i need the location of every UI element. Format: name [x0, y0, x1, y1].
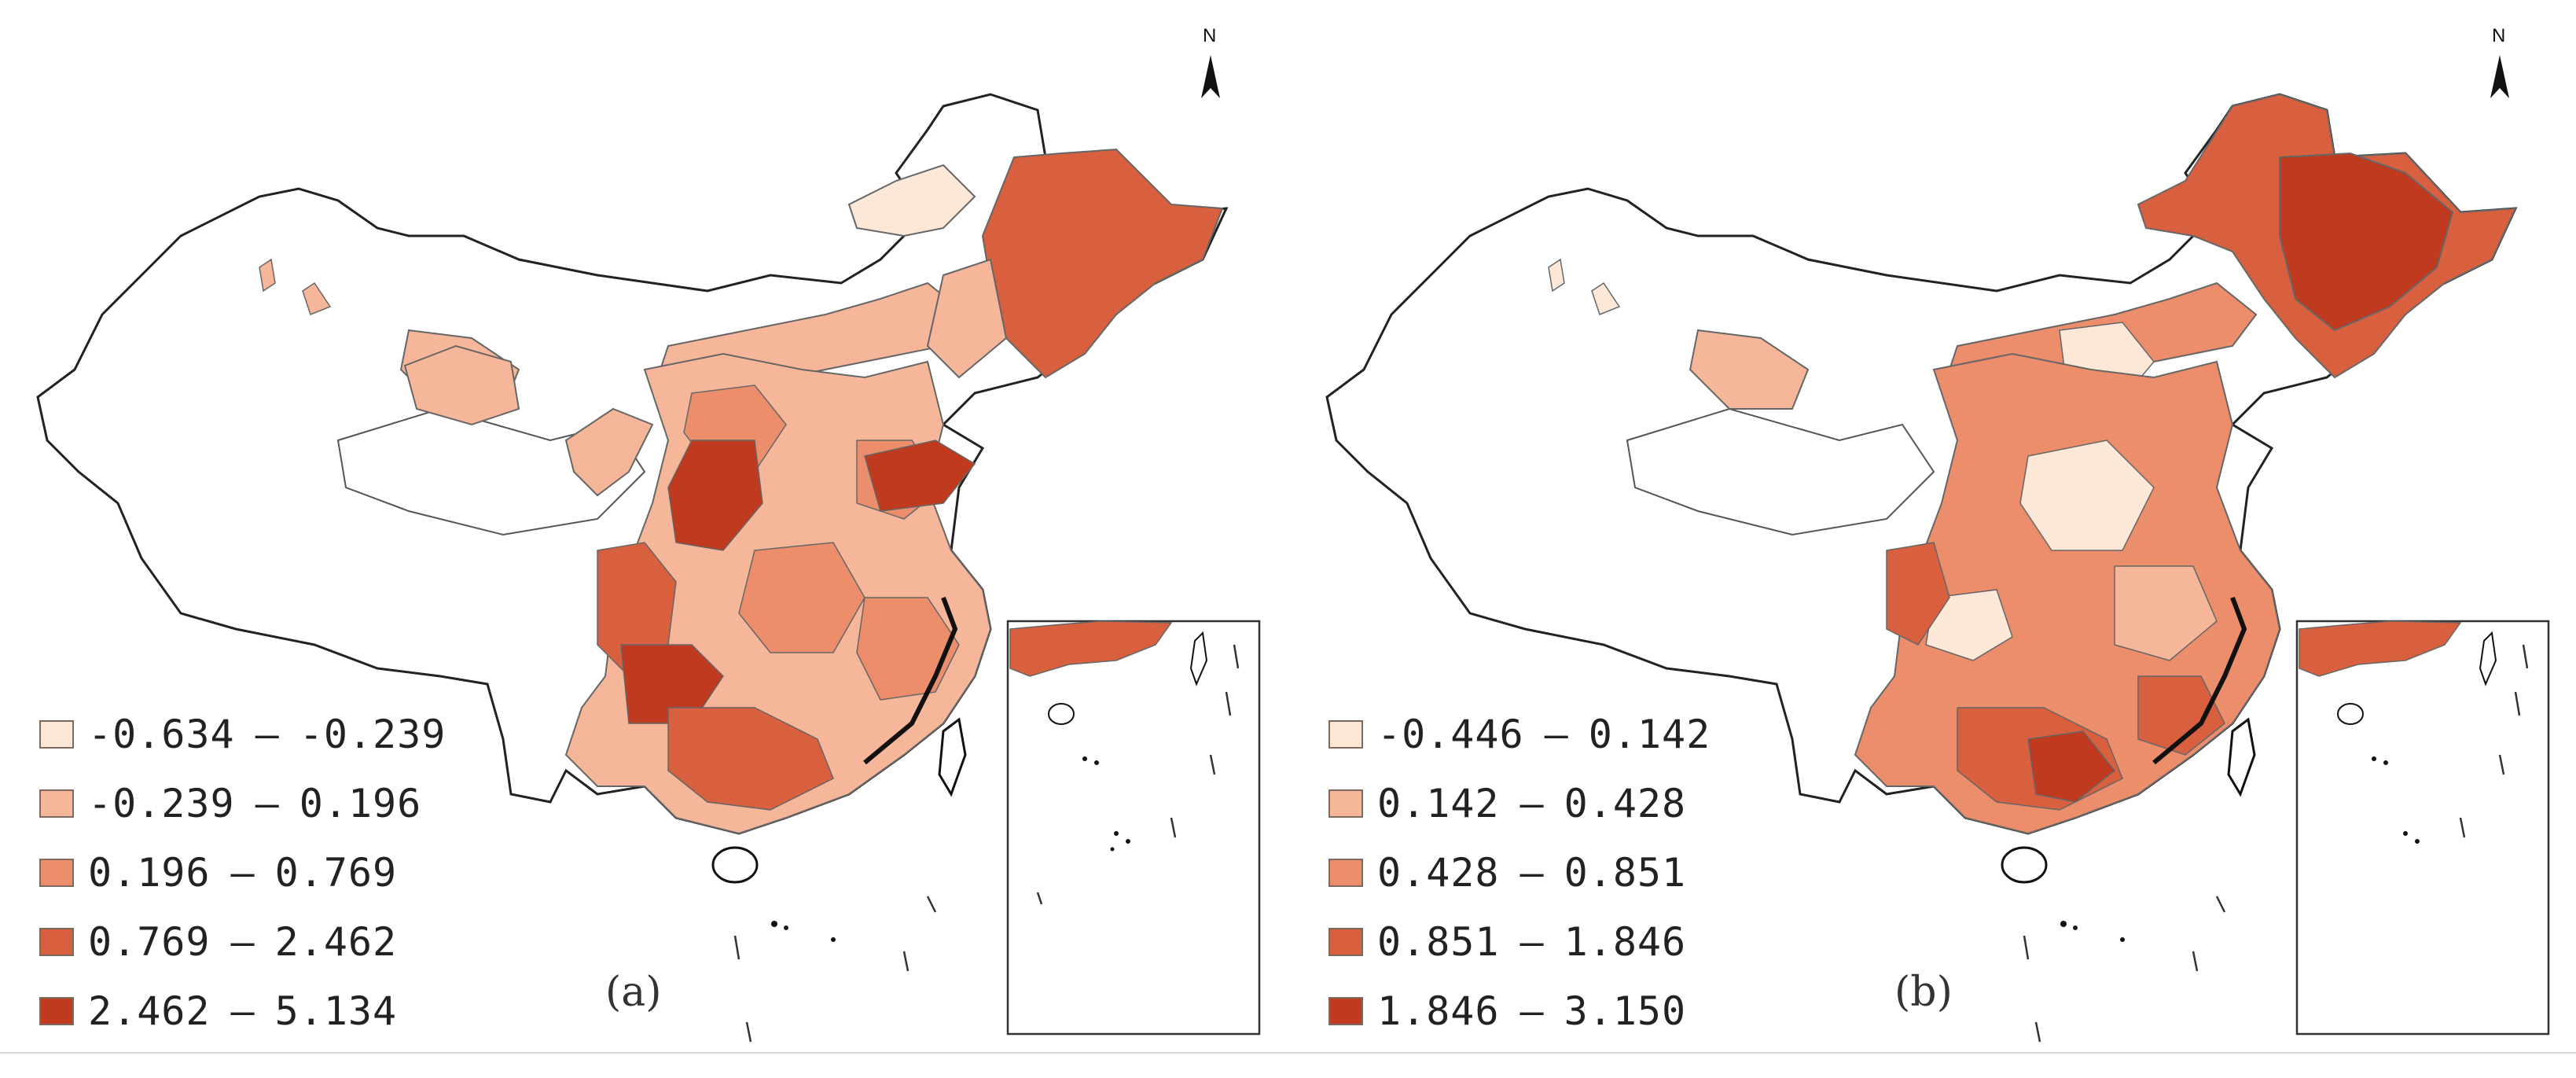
panel-label: (b) [1894, 969, 1953, 1016]
legend-dash: — [1520, 781, 1544, 826]
legend-from: -0.446 [1377, 712, 1524, 757]
choropleth-map-a [36, 55, 1261, 1043]
legend-to: 0.851 [1564, 850, 1687, 896]
legend-item: 0.142 — 0.428 [1328, 769, 1711, 838]
legend-swatch [39, 997, 74, 1025]
legend-from: -0.634 [88, 712, 235, 757]
legend-item: 0.428 — 0.851 [1328, 838, 1711, 907]
panel-label: (a) [605, 969, 662, 1016]
legend-from: 2.462 [88, 988, 211, 1034]
legend-to: 1.846 [1564, 919, 1687, 965]
legend-swatch [39, 928, 74, 956]
north-arrow-icon [2490, 55, 2509, 98]
legend-to: 0.769 [274, 850, 398, 896]
legend-to: 3.150 [1564, 988, 1687, 1034]
choropleth-map-b [1325, 55, 2550, 1043]
legend-item: 0.769 — 2.462 [39, 907, 446, 977]
legend-item: -0.634 — -0.239 [39, 700, 446, 769]
legend-to: 5.134 [274, 988, 398, 1034]
legend-dash: — [255, 781, 279, 826]
legend-dash: — [230, 988, 255, 1034]
legend-swatch [1328, 789, 1363, 818]
legend-swatch [1328, 720, 1363, 749]
legend-from: 0.142 [1377, 781, 1500, 826]
divider [0, 1052, 2576, 1054]
legend-from: 0.196 [88, 850, 211, 896]
north-arrow-icon [1201, 55, 1220, 98]
legend-item: 1.846 — 3.150 [1328, 977, 1711, 1046]
legend-to: 2.462 [274, 919, 398, 965]
legend-from: 1.846 [1377, 988, 1500, 1034]
legend-item: -0.446 — 0.142 [1328, 700, 1711, 769]
legend-to: 0.428 [1564, 781, 1687, 826]
legend-to: 0.142 [1588, 712, 1711, 757]
legend-swatch [1328, 997, 1363, 1025]
legend-dash: — [1520, 850, 1544, 896]
legend-item: 0.196 — 0.769 [39, 838, 446, 907]
legend-dash: — [1544, 712, 1568, 757]
legend-a: -0.634 — -0.239 -0.239 — 0.196 0.196 — 0… [39, 700, 446, 1046]
legend-from: 0.851 [1377, 919, 1500, 965]
map-panel-b: N -0.446 — 0.142 0.142 — 0.428 0.428 — 0… [1289, 0, 2576, 1078]
map-panel-a: N -0.634 — -0.239 -0.239 — 0.196 0.196 —… [36, 25, 1261, 1046]
legend-item: -0.239 — 0.196 [39, 769, 446, 838]
legend-item: 2.462 — 5.134 [39, 977, 446, 1046]
legend-swatch [39, 720, 74, 749]
north-label: N [1203, 25, 1217, 46]
legend-swatch [1328, 859, 1363, 887]
legend-from: -0.239 [88, 781, 235, 826]
legend-dash: — [1520, 988, 1544, 1034]
legend-item: 0.851 — 1.846 [1328, 907, 1711, 977]
legend-dash: — [255, 712, 279, 757]
legend-from: 0.428 [1377, 850, 1500, 896]
legend-swatch [39, 789, 74, 818]
legend-dash: — [230, 850, 255, 896]
legend-swatch [39, 859, 74, 887]
legend-b: -0.446 — 0.142 0.142 — 0.428 0.428 — 0.8… [1328, 700, 1711, 1046]
south-china-sea-inset [1006, 620, 1261, 1036]
legend-to: 0.196 [299, 781, 422, 826]
legend-from: 0.769 [88, 919, 211, 965]
north-label: N [2492, 25, 2506, 46]
legend-to: -0.239 [299, 712, 446, 757]
legend-dash: — [1520, 919, 1544, 965]
legend-dash: — [230, 919, 255, 965]
south-china-sea-inset [2295, 620, 2550, 1036]
legend-swatch [1328, 928, 1363, 956]
